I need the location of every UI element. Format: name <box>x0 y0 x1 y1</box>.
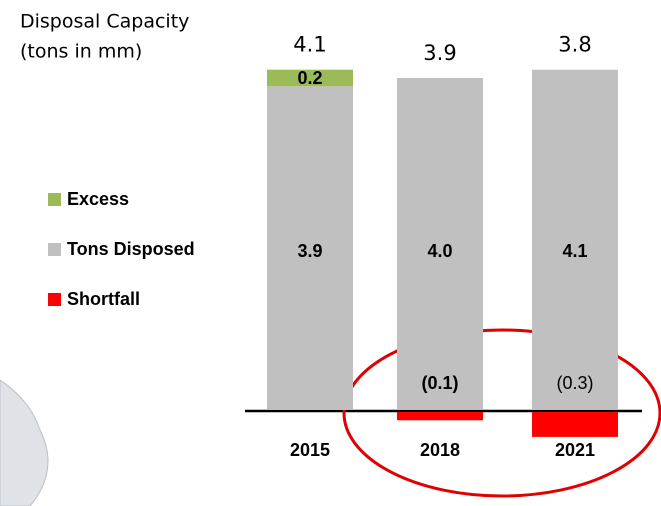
chart-subtitle: (tons in mm) <box>20 41 142 63</box>
decoration <box>0 380 48 506</box>
legend-swatch <box>48 193 61 206</box>
value-label: (0.1) <box>421 373 458 393</box>
value-label: 4.0 <box>427 241 452 261</box>
total-label: 4.1 <box>293 33 326 57</box>
value-label: 4.1 <box>562 241 587 261</box>
x-tick-label: 2015 <box>290 440 330 460</box>
total-label: 3.9 <box>423 41 456 65</box>
value-label: (0.3) <box>556 373 593 393</box>
total-label: 3.8 <box>558 33 591 57</box>
chart: Disposal Capacity (tons in mm) Excess Ton… <box>0 0 661 506</box>
x-tick-label: 2021 <box>555 440 595 460</box>
bar <box>397 412 483 420</box>
x-tick-label: 2018 <box>420 440 460 460</box>
chart-title: Disposal Capacity <box>20 11 189 33</box>
legend-label: Excess <box>67 189 129 209</box>
bar <box>532 412 618 437</box>
value-label: 0.2 <box>297 68 322 88</box>
legend-swatch <box>48 243 61 256</box>
legend-swatch <box>48 293 61 306</box>
legend-label: Shortfall <box>67 289 140 309</box>
value-label: 3.9 <box>297 241 322 261</box>
legend-label: Tons Disposed <box>67 239 195 259</box>
